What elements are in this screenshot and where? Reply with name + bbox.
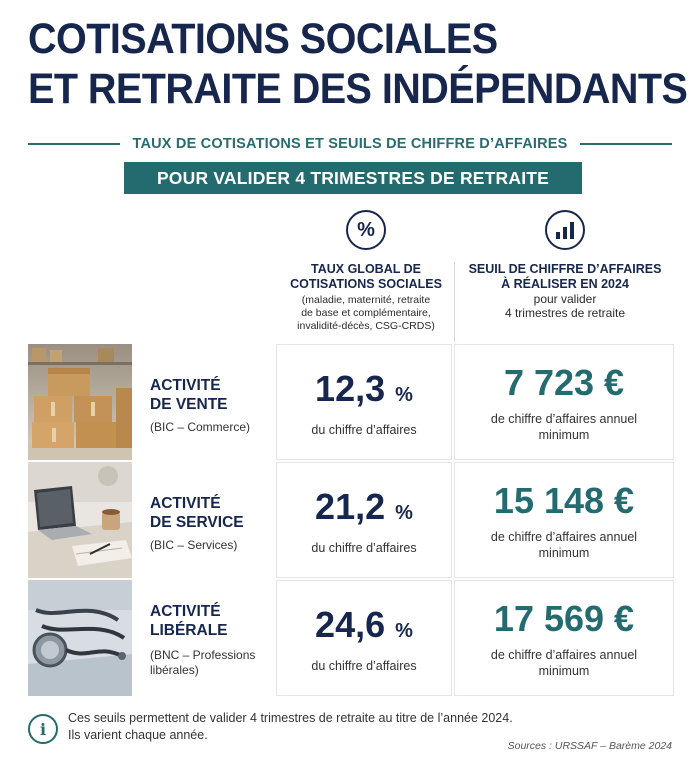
activity-subtitle-line1: (BNC – Professions <box>150 648 256 662</box>
activity-title-line2: LIBÉRALE <box>150 622 228 639</box>
table-row-vente: ACTIVITÉ DE VENTE (BIC – Commerce) 12,3 … <box>28 344 674 460</box>
footer-note: Ces seuils permettent de valider 4 trime… <box>68 710 588 744</box>
rate-header-note: (maladie, maternité, retraite de base et… <box>278 294 454 333</box>
activity-label: ACTIVITÉ LIBÉRALE (BNC – Professions lib… <box>134 580 274 696</box>
rate-column-header: % TAUX GLOBAL DE COTISATIONS SOCIALES (m… <box>278 210 454 333</box>
seuil-header-title-line1: SEUIL DE CHIFFRE D’AFFAIRES <box>468 262 662 276</box>
seuil-cell: 17 569 € de chiffre d’affaires annuel mi… <box>454 580 674 696</box>
seuil-caption-line2: minimum <box>538 664 590 678</box>
rate-unit: % <box>395 502 413 524</box>
activity-title-line1: ACTIVITÉ <box>150 495 221 512</box>
rate-cell: 24,6 % du chiffre d’affaires <box>276 580 452 696</box>
rate-caption: du chiffre d’affaires <box>311 541 417 555</box>
seuil-caption-line1: de chiffre d’affaires annuel <box>490 648 638 662</box>
seuil-caption-line2: minimum <box>538 428 590 442</box>
activity-subtitle-line2: libérales) <box>150 663 199 677</box>
activity-subtitle: (BIC – Commerce) <box>150 420 250 435</box>
seuil-header-sub-line2: 4 trimestres de retraite <box>504 306 626 320</box>
activity-subtitle-line1: (BIC – Services) <box>150 538 238 552</box>
seuil-cell: 15 148 € de chiffre d’affaires annuel mi… <box>454 462 674 578</box>
activity-title: ACTIVITÉ LIBÉRALE <box>150 602 228 640</box>
rate-number: 12,3 <box>315 368 386 409</box>
rate-value: 21,2 % <box>277 487 451 533</box>
rate-header-title-line2: COTISATIONS SOCIALES <box>290 277 442 291</box>
table-row-service: ACTIVITÉ DE SERVICE (BIC – Services) 21,… <box>28 462 674 578</box>
rate-caption: du chiffre d’affaires <box>311 423 417 437</box>
rate-header-note-line3: invalidité-décès, CSG-CRDS) <box>297 320 435 332</box>
rate-cell: 12,3 % du chiffre d’affaires <box>276 344 452 460</box>
activity-title-line2: DE SERVICE <box>150 514 244 531</box>
page-title-line2: ET RETRAITE DES INDÉPENDANTS <box>28 65 688 113</box>
source-credit: Sources : URSSAF – Barème 2024 <box>507 740 672 752</box>
cardboard-boxes-photo <box>28 344 132 460</box>
seuil-header-title-line2: À RÉALISER EN 2024 <box>501 277 629 291</box>
seuil-caption-line1: de chiffre d’affaires annuel <box>490 412 638 426</box>
rate-header-note-line1: (maladie, maternité, retraite <box>301 294 431 306</box>
rate-value: 24,6 % <box>277 605 451 651</box>
bar-chart-icon <box>545 210 585 250</box>
subtitle-rule-left <box>28 143 121 145</box>
seuil-caption: de chiffre d’affaires annuel minimum <box>455 529 673 561</box>
rate-header-title-line1: TAUX GLOBAL DE <box>311 262 421 276</box>
activity-label: ACTIVITÉ DE SERVICE (BIC – Services) <box>134 462 274 578</box>
rate-unit: % <box>395 384 413 406</box>
seuil-value: 7 723 € <box>503 362 625 403</box>
seuil-header-title: SEUIL DE CHIFFRE D’AFFAIRES À RÉALISER E… <box>456 262 674 292</box>
subtitle-rule-right <box>579 143 672 145</box>
activity-subtitle: (BNC – Professions libérales) <box>150 648 255 678</box>
footer-note-line1: Ces seuils permettent de valider 4 trime… <box>68 711 513 725</box>
subtitle: TAUX DE COTISATIONS ET SEUILS DE CHIFFRE… <box>132 136 568 152</box>
column-divider <box>454 262 455 342</box>
activity-subtitle-line1: (BIC – Commerce) <box>150 420 251 434</box>
banner: POUR VALIDER 4 TRIMESTRES DE RETRAITE <box>124 162 582 194</box>
seuil-header-sub: pour valider 4 trimestres de retraite <box>456 292 674 320</box>
seuil-caption: de chiffre d’affaires annuel minimum <box>455 647 673 679</box>
footer-note-line2: Ils varient chaque année. <box>68 728 208 742</box>
activity-subtitle: (BIC – Services) <box>150 538 237 553</box>
rate-number: 24,6 <box>315 604 386 645</box>
stethoscope-photo <box>28 580 132 696</box>
seuil-value: 17 569 € <box>493 598 635 639</box>
seuil-caption: de chiffre d’affaires annuel minimum <box>455 411 673 443</box>
rate-caption: du chiffre d’affaires <box>311 659 417 673</box>
activity-title: ACTIVITÉ DE SERVICE <box>150 494 244 532</box>
rate-unit: % <box>395 620 413 642</box>
page-title: COTISATIONS SOCIALES ET RETRAITE DES IND… <box>28 14 688 114</box>
page-title-line1: COTISATIONS SOCIALES <box>28 15 498 63</box>
seuil-column-header: SEUIL DE CHIFFRE D’AFFAIRES À RÉALISER E… <box>456 210 674 320</box>
seuil-header-sub-line1: pour valider <box>533 292 597 306</box>
activity-label: ACTIVITÉ DE VENTE (BIC – Commerce) <box>134 344 274 460</box>
rate-header-note-line2: de base et complémentaire, <box>301 307 431 319</box>
activity-title-line1: ACTIVITÉ <box>150 377 221 394</box>
percent-icon: % <box>346 210 386 250</box>
seuil-caption-line2: minimum <box>538 546 590 560</box>
activity-title: ACTIVITÉ DE VENTE <box>150 376 228 414</box>
laptop-desk-photo <box>28 462 132 578</box>
subtitle-row: TAUX DE COTISATIONS ET SEUILS DE CHIFFRE… <box>28 130 672 158</box>
activity-title-line2: DE VENTE <box>150 396 228 413</box>
rate-number: 21,2 <box>315 486 386 527</box>
rate-value: 12,3 % <box>277 369 451 415</box>
info-icon: i <box>28 714 58 744</box>
seuil-caption-line1: de chiffre d’affaires annuel <box>490 530 638 544</box>
table-row-liberale: ACTIVITÉ LIBÉRALE (BNC – Professions lib… <box>28 580 674 696</box>
activity-title-line1: ACTIVITÉ <box>150 603 221 620</box>
seuil-cell: 7 723 € de chiffre d’affaires annuel min… <box>454 344 674 460</box>
seuil-value: 15 148 € <box>493 480 635 521</box>
rate-header-title: TAUX GLOBAL DE COTISATIONS SOCIALES <box>278 262 454 292</box>
rate-cell: 21,2 % du chiffre d’affaires <box>276 462 452 578</box>
